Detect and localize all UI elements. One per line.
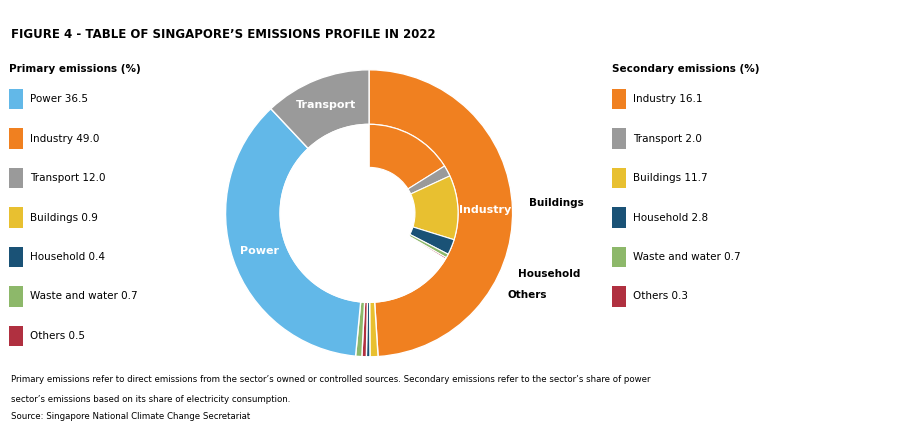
Text: Household 0.4: Household 0.4 [30, 252, 104, 262]
Text: sector’s emissions based on its share of electricity consumption.: sector’s emissions based on its share of… [11, 395, 290, 404]
Text: Primary emissions (%): Primary emissions (%) [9, 64, 140, 74]
Text: FIGURE 4 - TABLE OF SINGAPORE’S EMISSIONS PROFILE IN 2022: FIGURE 4 - TABLE OF SINGAPORE’S EMISSION… [11, 28, 436, 41]
Wedge shape [369, 70, 513, 357]
Text: Waste and water 0.7: Waste and water 0.7 [633, 252, 741, 262]
Text: Transport: Transport [296, 100, 356, 110]
Text: Buildings 0.9: Buildings 0.9 [30, 212, 97, 223]
Wedge shape [410, 227, 454, 254]
Text: Waste and water 0.7: Waste and water 0.7 [30, 291, 138, 301]
Text: Industry 16.1: Industry 16.1 [633, 94, 702, 104]
Wedge shape [366, 302, 370, 357]
Text: Power: Power [285, 230, 325, 240]
Text: Household: Household [518, 269, 580, 279]
Text: Buildings 11.7: Buildings 11.7 [633, 173, 707, 183]
Text: Household 2.8: Household 2.8 [633, 212, 707, 223]
Wedge shape [226, 109, 361, 356]
Text: Power 36.5: Power 36.5 [30, 94, 87, 104]
Text: Industry: Industry [459, 205, 511, 215]
Wedge shape [280, 124, 446, 302]
Text: Primary emissions refer to direct emissions from the sector’s owned or controlle: Primary emissions refer to direct emissi… [11, 375, 651, 384]
Text: Secondary emissions (%): Secondary emissions (%) [612, 64, 760, 74]
Text: Transport 2.0: Transport 2.0 [633, 134, 702, 144]
Text: Transport 12.0: Transport 12.0 [30, 173, 105, 183]
Wedge shape [356, 302, 364, 357]
Wedge shape [409, 236, 446, 259]
Text: Others: Others [508, 290, 547, 300]
Text: Others 0.5: Others 0.5 [30, 331, 85, 341]
Text: Power: Power [239, 246, 279, 256]
Wedge shape [409, 234, 448, 258]
Text: Others 0.3: Others 0.3 [633, 291, 688, 301]
Text: Industry 49.0: Industry 49.0 [30, 134, 99, 144]
Wedge shape [370, 302, 378, 357]
Wedge shape [410, 176, 458, 240]
Wedge shape [408, 166, 450, 194]
Wedge shape [369, 124, 445, 189]
Wedge shape [271, 70, 369, 148]
Text: Source: Singapore National Climate Change Secretariat: Source: Singapore National Climate Chang… [11, 412, 250, 421]
Wedge shape [362, 302, 367, 357]
Text: Buildings: Buildings [529, 198, 584, 208]
